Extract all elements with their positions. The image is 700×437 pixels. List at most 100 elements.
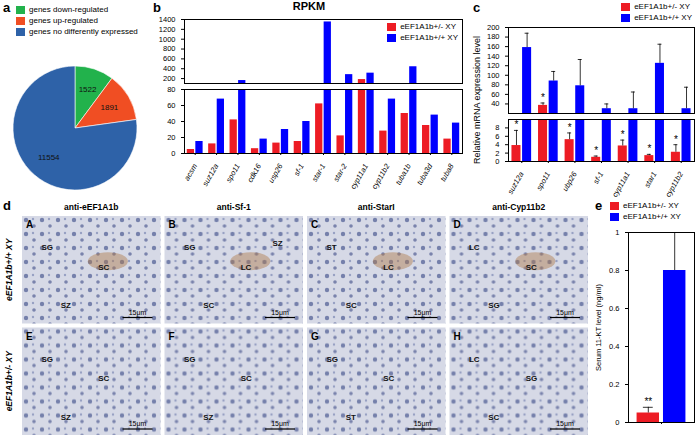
svg-text:1: 1: [615, 228, 619, 237]
svg-text:star-2: star-2: [331, 161, 349, 183]
svg-text:SC: SC: [98, 263, 109, 272]
svg-text:800: 800: [163, 44, 176, 53]
svg-text:B: B: [169, 219, 176, 230]
svg-text:*: *: [568, 122, 572, 133]
svg-text:15μm: 15μm: [271, 309, 289, 317]
svg-text:1891: 1891: [101, 103, 119, 112]
svg-text:LC: LC: [241, 263, 252, 272]
svg-text:4: 4: [495, 140, 499, 149]
svg-text:usp26: usp26: [267, 161, 285, 184]
svg-text:SG: SG: [41, 355, 53, 364]
svg-text:*: *: [621, 129, 625, 140]
svg-text:tuba8: tuba8: [438, 161, 456, 182]
svg-text:LC: LC: [469, 243, 480, 252]
svg-text:0: 0: [615, 418, 619, 427]
svg-text:180: 180: [487, 32, 500, 41]
svg-text:cyp11a1: cyp11a1: [610, 170, 632, 199]
svg-text:*: *: [594, 145, 598, 156]
svg-text:LC: LC: [469, 355, 480, 364]
svg-text:suz12a: suz12a: [200, 162, 220, 187]
svg-text:F: F: [169, 331, 175, 342]
svg-text:140: 140: [487, 52, 500, 61]
svg-text:0.8: 0.8: [609, 266, 619, 275]
svg-text:SG: SG: [184, 355, 196, 364]
svg-text:SC: SC: [488, 413, 499, 422]
svg-text:80: 80: [167, 85, 175, 94]
svg-text:60: 60: [167, 101, 175, 110]
svg-text:SC: SC: [203, 301, 214, 310]
svg-text:200: 200: [163, 74, 176, 83]
svg-text:1200: 1200: [159, 25, 176, 34]
svg-text:SC: SC: [383, 374, 394, 383]
svg-text:15μm: 15μm: [414, 420, 432, 428]
svg-text:400: 400: [163, 64, 176, 73]
svg-text:1400: 1400: [159, 15, 176, 24]
svg-text:40: 40: [167, 117, 175, 126]
svg-text:SG: SG: [326, 355, 338, 364]
svg-text:SC: SC: [98, 374, 109, 383]
svg-text:200: 200: [487, 23, 500, 32]
svg-text:cyp11b2: cyp11b2: [663, 169, 685, 198]
svg-text:anti-Cyp11b2: anti-Cyp11b2: [492, 202, 545, 212]
svg-text:60: 60: [491, 90, 499, 99]
svg-text:d: d: [3, 198, 11, 213]
svg-text:1522: 1522: [79, 85, 97, 94]
svg-text:sf-1: sf-1: [292, 162, 306, 177]
svg-text:SZ: SZ: [61, 413, 71, 422]
svg-text:SG: SG: [184, 243, 196, 252]
svg-text:*: *: [647, 143, 651, 154]
svg-text:D: D: [454, 219, 461, 230]
svg-text:100: 100: [487, 71, 500, 80]
svg-text:SZ: SZ: [203, 413, 213, 422]
svg-text:cyp11b2: cyp11b2: [370, 161, 392, 190]
svg-text:15μm: 15μm: [271, 420, 289, 428]
svg-text:120: 120: [487, 61, 500, 70]
svg-text:anti-StarI: anti-StarI: [358, 202, 395, 212]
svg-text:2: 2: [495, 149, 499, 158]
svg-text:8: 8: [495, 123, 499, 132]
svg-text:40: 40: [491, 99, 499, 108]
svg-text:SC: SC: [526, 263, 537, 272]
svg-text:600: 600: [163, 54, 176, 63]
svg-text:15μm: 15μm: [556, 420, 574, 428]
svg-text:*: *: [541, 92, 545, 103]
svg-text:0: 0: [495, 157, 499, 166]
svg-text:anti-Sf-1: anti-Sf-1: [217, 202, 251, 212]
svg-text:eEF1A1b+/+ XY: eEF1A1b+/+ XY: [4, 237, 14, 301]
svg-text:0.4: 0.4: [609, 342, 619, 351]
svg-text:15μm: 15μm: [129, 420, 147, 428]
svg-text:SZ: SZ: [273, 239, 283, 248]
svg-text:tuba1b: tuba1b: [394, 162, 413, 186]
svg-text:spo11: spo11: [534, 170, 552, 192]
svg-text:*: *: [515, 119, 519, 130]
svg-text:ubp26: ubp26: [561, 169, 580, 192]
svg-text:LC: LC: [383, 263, 394, 272]
svg-text:tuba3d: tuba3d: [415, 161, 435, 186]
svg-text:SZ: SZ: [61, 301, 71, 310]
svg-text:eEF1A1b+/- XY: eEF1A1b+/- XY: [4, 350, 14, 412]
svg-text:15μm: 15μm: [414, 309, 432, 317]
svg-text:0.6: 0.6: [609, 304, 619, 313]
svg-text:SC: SC: [346, 301, 357, 310]
svg-text:ST: ST: [326, 243, 336, 252]
svg-text:6: 6: [495, 132, 499, 141]
svg-text:sf-1: sf-1: [591, 170, 605, 185]
svg-text:spo11: spo11: [224, 162, 242, 184]
svg-text:**: **: [644, 396, 652, 407]
svg-text:20: 20: [167, 133, 175, 142]
svg-text:15μm: 15μm: [556, 309, 574, 317]
svg-text:cdk16: cdk16: [245, 161, 263, 184]
svg-text:C: C: [311, 219, 318, 230]
svg-text:0.2: 0.2: [609, 380, 619, 389]
svg-text:SG: SG: [41, 243, 53, 252]
svg-text:G: G: [311, 331, 319, 342]
svg-text:160: 160: [487, 42, 500, 51]
svg-text:SG: SG: [526, 374, 538, 383]
svg-text:0: 0: [171, 149, 175, 158]
svg-text:cyp11a1: cyp11a1: [348, 162, 370, 191]
svg-text:H: H: [454, 331, 461, 342]
svg-text:15μm: 15μm: [129, 309, 147, 317]
svg-text:ST: ST: [346, 413, 356, 422]
svg-text:anti-eEF1A1b: anti-eEF1A1b: [64, 202, 118, 212]
svg-text:E: E: [26, 331, 33, 342]
